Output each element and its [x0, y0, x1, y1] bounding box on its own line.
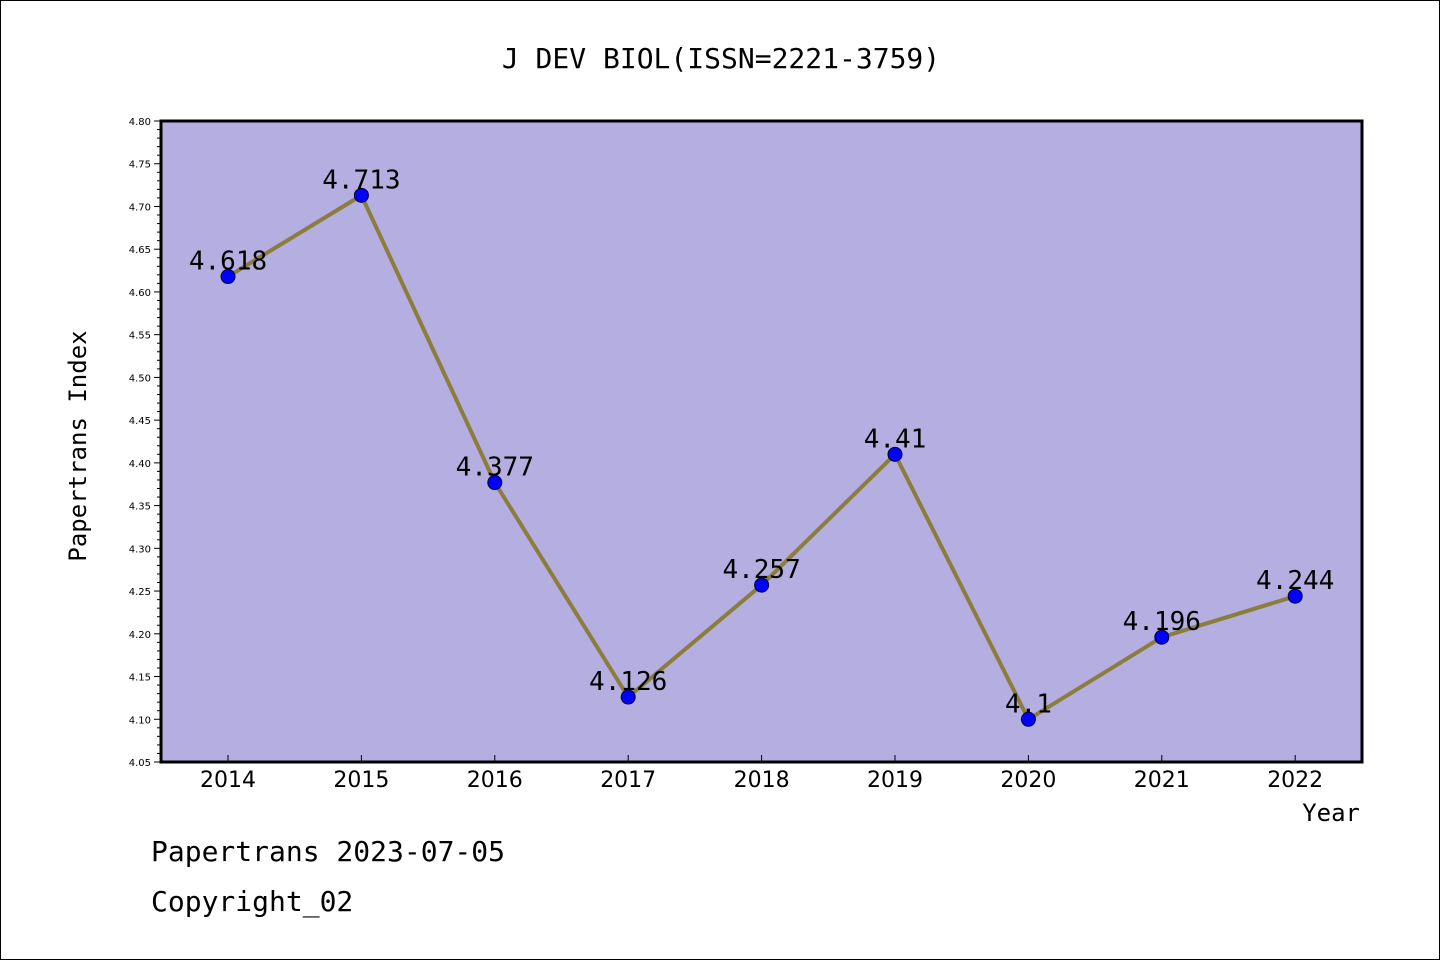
data-point — [620, 689, 636, 705]
y-tick-label: 4.30 — [129, 544, 151, 555]
y-tick-label: 4.45 — [129, 416, 151, 427]
x-axis-label: Year — [1302, 799, 1360, 827]
x-tick-label: 2022 — [1267, 768, 1323, 793]
y-tick-label: 4.75 — [129, 160, 151, 171]
y-tick-label: 4.60 — [129, 288, 151, 299]
y-tick-label: 4.80 — [129, 117, 151, 128]
data-point — [887, 446, 903, 462]
x-tick-label: 2017 — [600, 768, 656, 793]
x-tick-label: 2016 — [467, 768, 523, 793]
data-label: 4.196 — [1123, 607, 1201, 637]
x-tick-label: 2021 — [1134, 768, 1190, 793]
data-series: 4.618 4.713 4.377 4.126 4.257 4.41 4.1 4.196 4.2… — [189, 165, 1334, 727]
data-label: 4.713 — [322, 165, 400, 195]
footer-copyright: Copyright_02 — [151, 885, 354, 918]
data-point — [1020, 711, 1036, 727]
data-label: 4.618 — [189, 247, 267, 277]
data-label: 4.1 — [1005, 689, 1052, 719]
y-tick-label: 4.65 — [129, 245, 151, 256]
y-tick-label: 4.50 — [129, 373, 151, 384]
x-tick-label: 2018 — [734, 768, 790, 793]
data-label: 4.257 — [722, 555, 800, 585]
y-tick-label: 4.25 — [129, 587, 151, 598]
data-label: 4.41 — [864, 424, 927, 454]
x-tick-label: 2014 — [200, 768, 256, 793]
data-label: 4.377 — [456, 453, 534, 483]
y-tick-label: 4.20 — [129, 630, 151, 641]
data-point — [220, 269, 236, 285]
x-tick-label: 2020 — [1000, 768, 1056, 793]
data-label: 4.126 — [589, 667, 667, 697]
data-point — [487, 475, 503, 491]
data-point — [1154, 629, 1170, 645]
y-tick-label: 4.10 — [129, 715, 151, 726]
chart-title: J DEV BIOL(ISSN=2221-3759) — [502, 42, 940, 75]
y-tick-label: 4.15 — [129, 673, 151, 684]
y-tick-label: 4.70 — [129, 202, 151, 213]
data-point — [1287, 588, 1303, 604]
footer-date: Papertrans 2023-07-05 — [151, 835, 506, 868]
data-label: 4.244 — [1256, 566, 1334, 596]
y-tick-label: 4.05 — [129, 758, 151, 769]
plot-area — [159, 119, 1364, 764]
y-axis: 4.05 4.10 4.15 4.20 4.25 4.30 4.35 4.40 4.45 4.50… — [129, 117, 161, 769]
y-tick-label: 4.55 — [129, 331, 151, 342]
data-point — [353, 187, 369, 203]
x-tick-label: 2015 — [333, 768, 389, 793]
y-tick-label: 4.40 — [129, 459, 151, 470]
y-axis-label: Papertrans Index — [64, 330, 92, 561]
data-point — [754, 577, 770, 593]
x-tick-label: 2019 — [867, 768, 923, 793]
x-axis: 2014 2015 2016 2017 2018 2019 2020 2021 2022 — [200, 755, 1323, 793]
y-tick-label: 4.35 — [129, 502, 151, 513]
